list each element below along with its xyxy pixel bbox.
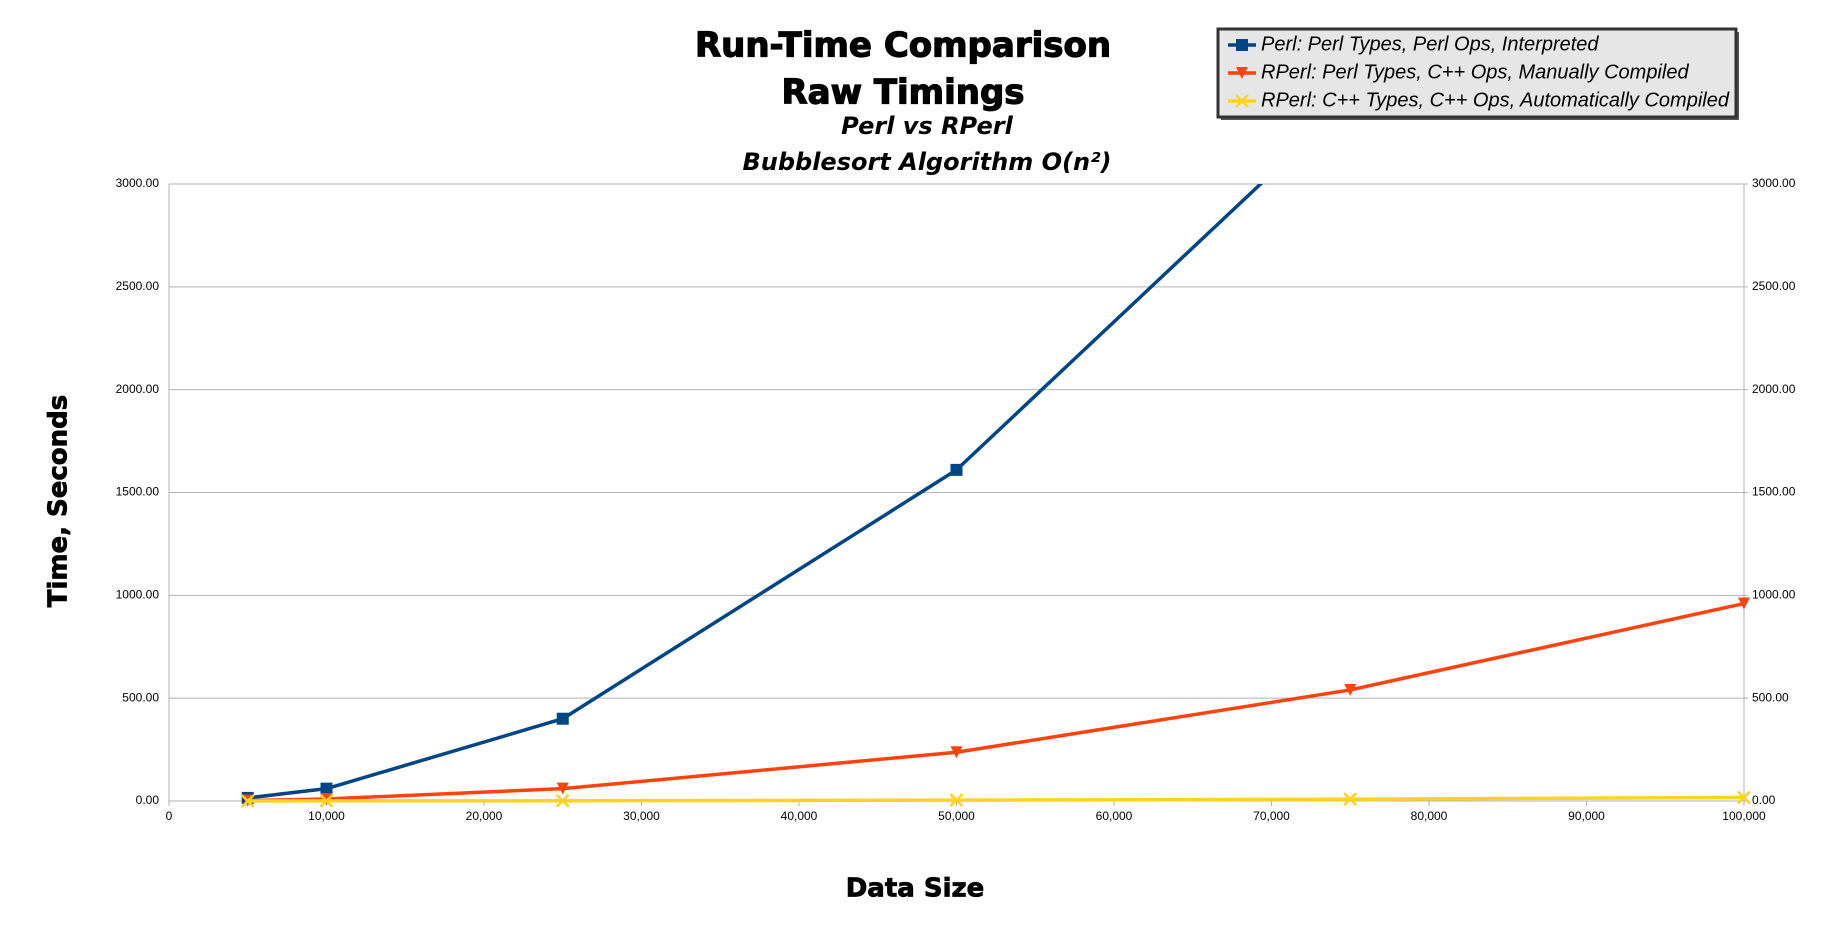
chart-subtitle: Bubblesort Algorithm O(n²) [742, 148, 1111, 176]
marker [320, 782, 333, 795]
y2-tick-label: 3000.00 [1752, 176, 1796, 190]
x-tick-label: 20,000 [466, 809, 503, 823]
marker [319, 794, 334, 808]
marker [950, 746, 963, 759]
y-tick-label: 1500.00 [116, 485, 160, 499]
y-tick-label: 0.00 [136, 793, 160, 807]
x-tick-label: 0 [166, 809, 173, 823]
x-tick-label: 80,000 [1411, 809, 1448, 823]
y2-tick-label: 1000.00 [1752, 588, 1796, 602]
y-tick-label: 2000.00 [116, 382, 160, 396]
marker [950, 463, 963, 476]
legend-label: Perl: Perl Types, Perl Ops, Interpreted [1261, 33, 1599, 55]
y-tick-label: 2500.00 [116, 279, 160, 293]
legend-label: RPerl: C++ Types, C++ Ops, Automatically… [1261, 89, 1730, 111]
y-tick-label: 500.00 [122, 690, 159, 704]
x-axis-title: Data Size [846, 874, 985, 904]
y-tick-label: 3000.00 [116, 176, 160, 190]
x-tick-label: 100,000 [1722, 809, 1766, 823]
marker [555, 793, 570, 808]
chart-title: Run-Time Comparison [695, 26, 1111, 66]
legend-box [1216, 27, 1738, 119]
y-axis-title: Time, Seconds [44, 395, 74, 608]
y2-tick-label: 2000.00 [1752, 382, 1796, 396]
grid: 0.00 500.00 1000.00 1500.00 2000.00 2500.00 30… [116, 176, 1796, 823]
x-tick-label: 40,000 [781, 809, 818, 823]
marker [320, 792, 333, 805]
y2-tick-label: 2500.00 [1752, 279, 1796, 293]
marker [949, 793, 964, 808]
x-tick-label: 10,000 [308, 809, 345, 823]
y2-tick-label: 0.00 [1752, 793, 1776, 807]
marker [1236, 39, 1248, 51]
marker [1344, 683, 1357, 696]
legend: Perl: Perl Types, Perl Ops, Interpreted R… [1216, 27, 1739, 120]
series-line [247, 795, 1745, 803]
marker [1235, 94, 1249, 108]
chart-subtitle: Perl vs RPerl [841, 112, 1013, 140]
y2-tick-label: 1500.00 [1752, 485, 1796, 499]
marker [240, 794, 255, 808]
y2-tick-label: 500.00 [1752, 690, 1789, 704]
marker [1738, 597, 1750, 610]
x-tick-label: 30,000 [623, 809, 660, 823]
marker [1236, 67, 1248, 79]
y-tick-label: 1000.00 [116, 588, 160, 602]
series-line [247, 601, 1745, 803]
x-tick-label: 90,000 [1568, 809, 1605, 823]
series-line [247, 184, 1264, 800]
chart-title: Raw Timings [781, 73, 1024, 113]
x-tick-label: 60,000 [1096, 809, 1133, 823]
marker [556, 712, 569, 725]
marker [1737, 790, 1751, 805]
x-tick-label: 50,000 [938, 809, 975, 823]
x-tick-label: 70,000 [1253, 809, 1290, 823]
marker [556, 782, 569, 795]
plot-area [240, 184, 1751, 808]
legend-label: RPerl: Perl Types, C++ Ops, Manually Com… [1261, 61, 1689, 83]
marker [1343, 792, 1358, 807]
